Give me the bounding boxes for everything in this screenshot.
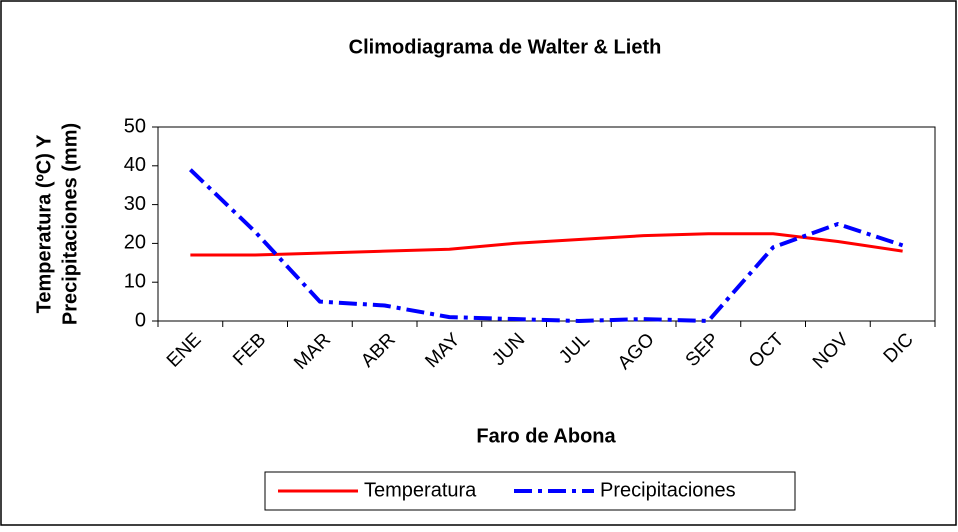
legend-label: Temperatura — [364, 479, 477, 501]
data-line — [188, 168, 904, 323]
y-tick-label: 40 — [124, 154, 146, 176]
x-axis-title: Faro de Abona — [476, 425, 616, 447]
y-tick-label: 20 — [124, 232, 146, 254]
legend-label: Precipitaciones — [600, 479, 736, 501]
y-axis-title: Temperatura (ºC) Y — [33, 134, 55, 313]
y-tick-label: 0 — [135, 309, 146, 331]
chart-title: Climodiagrama de Walter & Lieth — [349, 36, 662, 58]
y-axis-title: Precipitaciones (mm) — [59, 123, 81, 325]
y-tick-label: 30 — [124, 193, 146, 215]
y-tick-label: 50 — [124, 115, 146, 137]
data-line — [190, 232, 903, 257]
y-tick-label: 10 — [124, 270, 146, 292]
